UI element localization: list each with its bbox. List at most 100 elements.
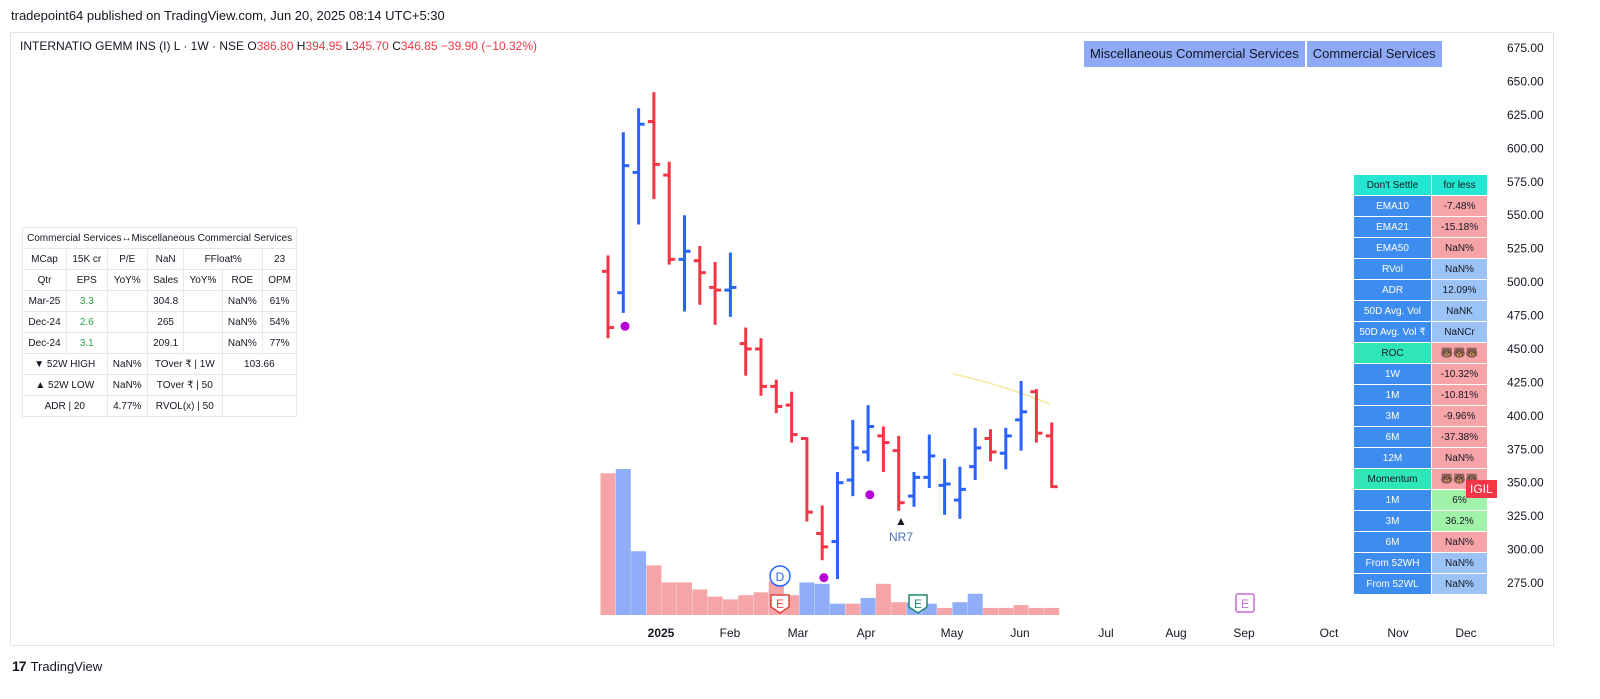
volume-bar xyxy=(738,595,754,615)
x-tick-label: Nov xyxy=(1387,626,1408,640)
volume-bar xyxy=(983,607,998,615)
x-tick-label: 2025 xyxy=(648,626,675,640)
table-cell: NaN% xyxy=(106,353,148,375)
table-row: Qtr EPS YoY% Sales YoY% ROE OPM xyxy=(21,269,298,291)
table-cell: NaN% xyxy=(221,290,264,312)
stats-label: Momentum xyxy=(1353,468,1432,490)
volume-bar xyxy=(1013,605,1029,615)
y-tick-label: 550.00 xyxy=(1507,208,1544,222)
table-cell: ▼ 52W HIGH xyxy=(22,353,108,375)
stats-value: NaN% xyxy=(1431,552,1488,574)
dividend-marker xyxy=(769,565,791,587)
volume-bar xyxy=(615,469,631,615)
volume-bar xyxy=(692,589,708,615)
x-tick-label: Apr xyxy=(857,626,876,640)
stats-value: 12.09% xyxy=(1431,279,1488,301)
stats-label: From 52WH xyxy=(1353,552,1432,574)
stats-label: EMA50 xyxy=(1353,237,1432,259)
stats-row: 50D Avg. Vol ₹ NaNCr xyxy=(1353,321,1488,343)
y-tick-label: 325.00 xyxy=(1507,509,1544,523)
y-tick-label: 500.00 xyxy=(1507,275,1544,289)
stats-row: From 52WL NaN% xyxy=(1353,573,1488,595)
fundamentals-table: Commercial Services↔Miscellaneous Commer… xyxy=(21,227,298,417)
table-cell xyxy=(183,311,223,333)
volume-bar xyxy=(1044,607,1060,615)
stats-row: Don't Settle for less xyxy=(1353,174,1488,196)
earnings-marker-past xyxy=(770,594,790,614)
sector-badge: Commercial Services xyxy=(1306,41,1442,67)
table-cell: EPS xyxy=(66,269,108,291)
symbol-ohlc-line: INTERNATIO GEMM INS (I) L · 1W · NSE O38… xyxy=(20,39,537,53)
stats-label: 6M xyxy=(1353,531,1432,553)
table-cell: 103.66 xyxy=(221,353,298,375)
volume-bar xyxy=(830,603,845,615)
stats-value: -10.32% xyxy=(1431,363,1488,385)
volume-bar xyxy=(677,582,692,615)
stats-label: EMA21 xyxy=(1353,216,1432,238)
tradingview-footer[interactable]: 17 TradingView xyxy=(12,658,102,674)
x-tick-label: May xyxy=(941,626,964,640)
stats-row: 50D Avg. Vol NaNK xyxy=(1353,300,1488,322)
stats-value: NaN% xyxy=(1431,573,1488,595)
stats-row: 6M -37.38% xyxy=(1353,426,1488,448)
table-cell: 3.3 xyxy=(66,290,108,312)
table-row: ADR | 20 4.77% RVOL(x) | 50 xyxy=(22,395,298,417)
stats-label: 50D Avg. Vol ₹ xyxy=(1353,321,1432,343)
industry-badge: Miscellaneous Commercial Services xyxy=(1084,41,1305,67)
volume-bar xyxy=(799,582,815,615)
stats-row: RVol NaN% xyxy=(1353,258,1488,280)
nr7-label: NR7 xyxy=(889,530,913,544)
volume-bar xyxy=(600,473,616,615)
stats-value: -9.96% xyxy=(1431,405,1488,427)
table-cell: NaN% xyxy=(221,332,264,354)
stats-value: NaN% xyxy=(1431,447,1488,469)
stats-label: EMA10 xyxy=(1353,195,1432,217)
stats-row: EMA50 NaN% xyxy=(1353,237,1488,259)
stats-label: 3M xyxy=(1353,510,1432,532)
stats-row: 1M -10.81% xyxy=(1353,384,1488,406)
table-cell: 265 xyxy=(146,311,185,333)
stats-label: 3M xyxy=(1353,405,1432,427)
table-cell: 23 xyxy=(262,248,298,270)
table-row: Dec-24 2.6 265 NaN% 54% xyxy=(21,311,298,333)
publish-caption: tradepoint64 published on TradingView.co… xyxy=(11,8,445,23)
table-cell: Sales xyxy=(146,269,185,291)
table-cell: 2.6 xyxy=(66,311,108,333)
table-row: MCap 15K cr P/E NaN FFloat% 23 xyxy=(21,248,298,270)
table-cell: RVOL(x) | 50 xyxy=(146,395,223,417)
stats-label: 1M xyxy=(1353,489,1432,511)
y-tick-label: 475.00 xyxy=(1507,309,1544,323)
volume-bar xyxy=(707,596,723,615)
x-tick-label: Dec xyxy=(1455,626,1476,640)
table-cell: YoY% xyxy=(183,269,223,291)
stats-label: 1W xyxy=(1353,363,1432,385)
table-cell xyxy=(183,290,223,312)
stats-row: EMA10 -7.48% xyxy=(1353,195,1488,217)
low-label: L xyxy=(345,39,353,53)
volume-bar xyxy=(875,583,891,615)
table-cell: 61% xyxy=(262,290,298,312)
volume-bar xyxy=(722,599,738,615)
stats-value: for less xyxy=(1431,174,1488,196)
symbol-name[interactable]: INTERNATIO GEMM INS (I) L · 1W · NSE xyxy=(20,39,245,53)
y-tick-label: 425.00 xyxy=(1507,375,1544,389)
stats-row: 1W -10.32% xyxy=(1353,363,1488,385)
table-cell xyxy=(106,290,148,312)
tradingview-logo-icon: 17 xyxy=(12,658,27,674)
table-cell: P/E xyxy=(106,248,148,270)
volume-bar xyxy=(646,565,662,615)
chart-frame xyxy=(10,32,1554,646)
high-value: 394.95 xyxy=(305,39,343,53)
open-label: O xyxy=(247,39,257,53)
stats-label: 12M xyxy=(1353,447,1432,469)
stats-row: ADR 12.09% xyxy=(1353,279,1488,301)
earnings-marker-future-label: E xyxy=(1241,597,1249,611)
y-tick-label: 575.00 xyxy=(1507,175,1544,189)
stats-label: RVol xyxy=(1353,258,1432,280)
y-tick-label: 600.00 xyxy=(1507,141,1544,155)
stats-value: 36.2% xyxy=(1431,510,1488,532)
stats-row: From 52WH NaN% xyxy=(1353,552,1488,574)
signal-dot xyxy=(620,321,630,331)
table-cell: TOver ₹ | 1W xyxy=(146,353,223,375)
